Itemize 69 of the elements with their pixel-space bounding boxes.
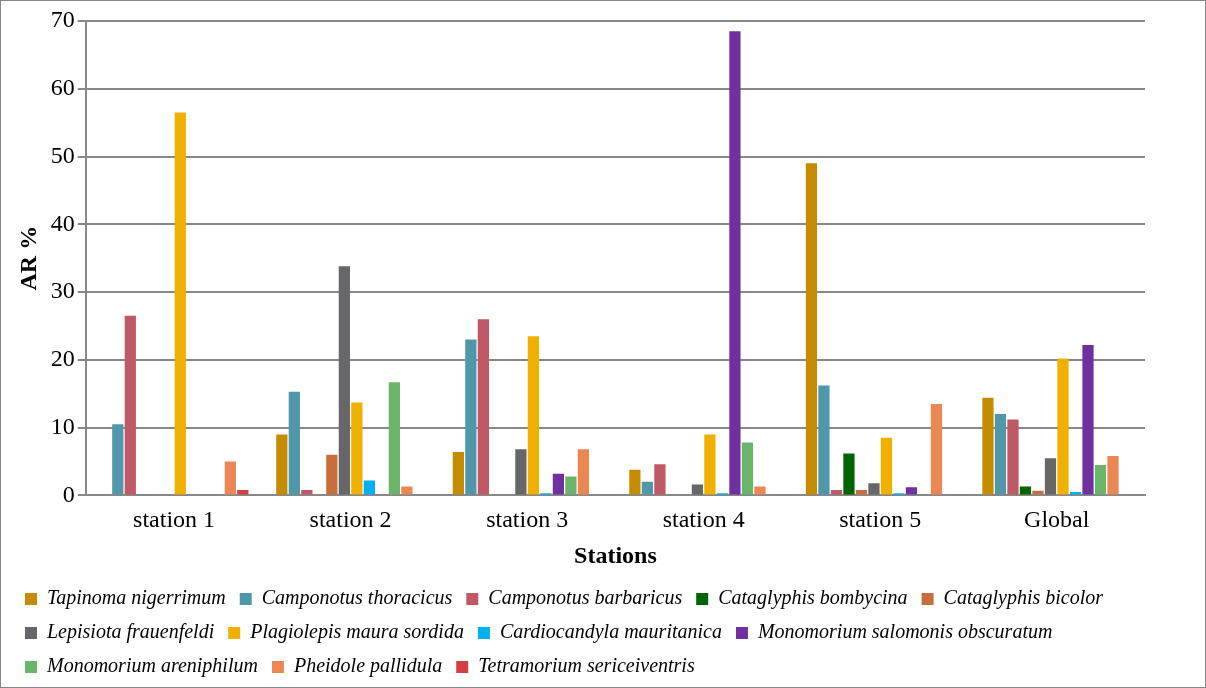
bar (477, 319, 489, 495)
legend-label: Cardiocandyla mauritanica (499, 620, 722, 644)
legend-label: Cataglyphis bombycina (718, 586, 908, 610)
legend-label: Tapinoma nigerrimum (47, 586, 226, 610)
bar (527, 336, 540, 495)
bar (880, 437, 893, 495)
y-tick-label: 10 (50, 412, 75, 439)
bar (351, 402, 363, 495)
bar (124, 315, 136, 495)
legend-label: Monomorium areniphilum (46, 654, 258, 678)
legend-label: Plagiolepis maura sordida (249, 620, 464, 644)
x-tick-label: Global (1024, 506, 1090, 533)
bar (326, 454, 338, 495)
bar (1082, 344, 1094, 495)
legend-label: Cataglyphis bicolor (943, 586, 1104, 610)
y-axis-title: AR % (14, 225, 41, 291)
bar (515, 449, 527, 495)
x-tick-label: station 3 (486, 506, 569, 533)
bar (112, 424, 124, 495)
x-tick-label: station 5 (839, 506, 922, 533)
bar (994, 414, 1007, 495)
bar (1007, 419, 1019, 495)
bar (704, 434, 716, 495)
bar (818, 385, 830, 495)
bar (224, 461, 236, 495)
bar (868, 483, 880, 495)
bar (930, 403, 943, 495)
y-tick-label: 40 (50, 209, 75, 236)
y-tick-label: 0 (62, 480, 75, 507)
bar (629, 469, 641, 495)
y-tick-label: 50 (50, 141, 75, 168)
bar (388, 382, 400, 495)
bar (805, 163, 818, 495)
x-tick-label: station 1 (133, 506, 216, 533)
bar (1094, 464, 1107, 495)
bar (905, 487, 918, 495)
legend-label: Tetramorium sericeiventris (478, 654, 695, 677)
bar (288, 391, 300, 495)
x-tick-label: station 2 (309, 506, 392, 533)
legend-label: Camponotus thoracicus (261, 586, 453, 610)
bar (363, 480, 375, 495)
bar (843, 453, 855, 495)
bar (741, 442, 754, 495)
bar (465, 339, 477, 495)
bar (577, 449, 590, 495)
y-tick-label: 60 (50, 74, 75, 101)
legend-label: Camponotus barbaricus (488, 586, 683, 610)
x-tick-label: station 4 (662, 506, 745, 533)
legend-label: Lepisiota frauenfeldi (46, 620, 215, 644)
bar (452, 452, 464, 495)
x-axis-title: Stations (574, 541, 657, 568)
bar (338, 266, 350, 495)
y-tick-label: 30 (50, 277, 75, 304)
bar (1107, 456, 1119, 495)
bar (654, 464, 666, 495)
legend-label: Pheidole pallidula (292, 654, 443, 678)
bar (729, 31, 741, 495)
bar (276, 434, 288, 495)
bar (565, 476, 577, 495)
bar (552, 473, 565, 495)
bar (1057, 358, 1069, 495)
bar (641, 481, 654, 495)
y-tick-label: 20 (50, 345, 75, 372)
y-tick-label: 70 (50, 6, 75, 33)
bar (174, 112, 186, 495)
bar (982, 397, 994, 495)
bar (754, 486, 766, 495)
bar (1044, 458, 1057, 495)
legend-label: Monomorium salomonis obscuratum (756, 620, 1053, 643)
